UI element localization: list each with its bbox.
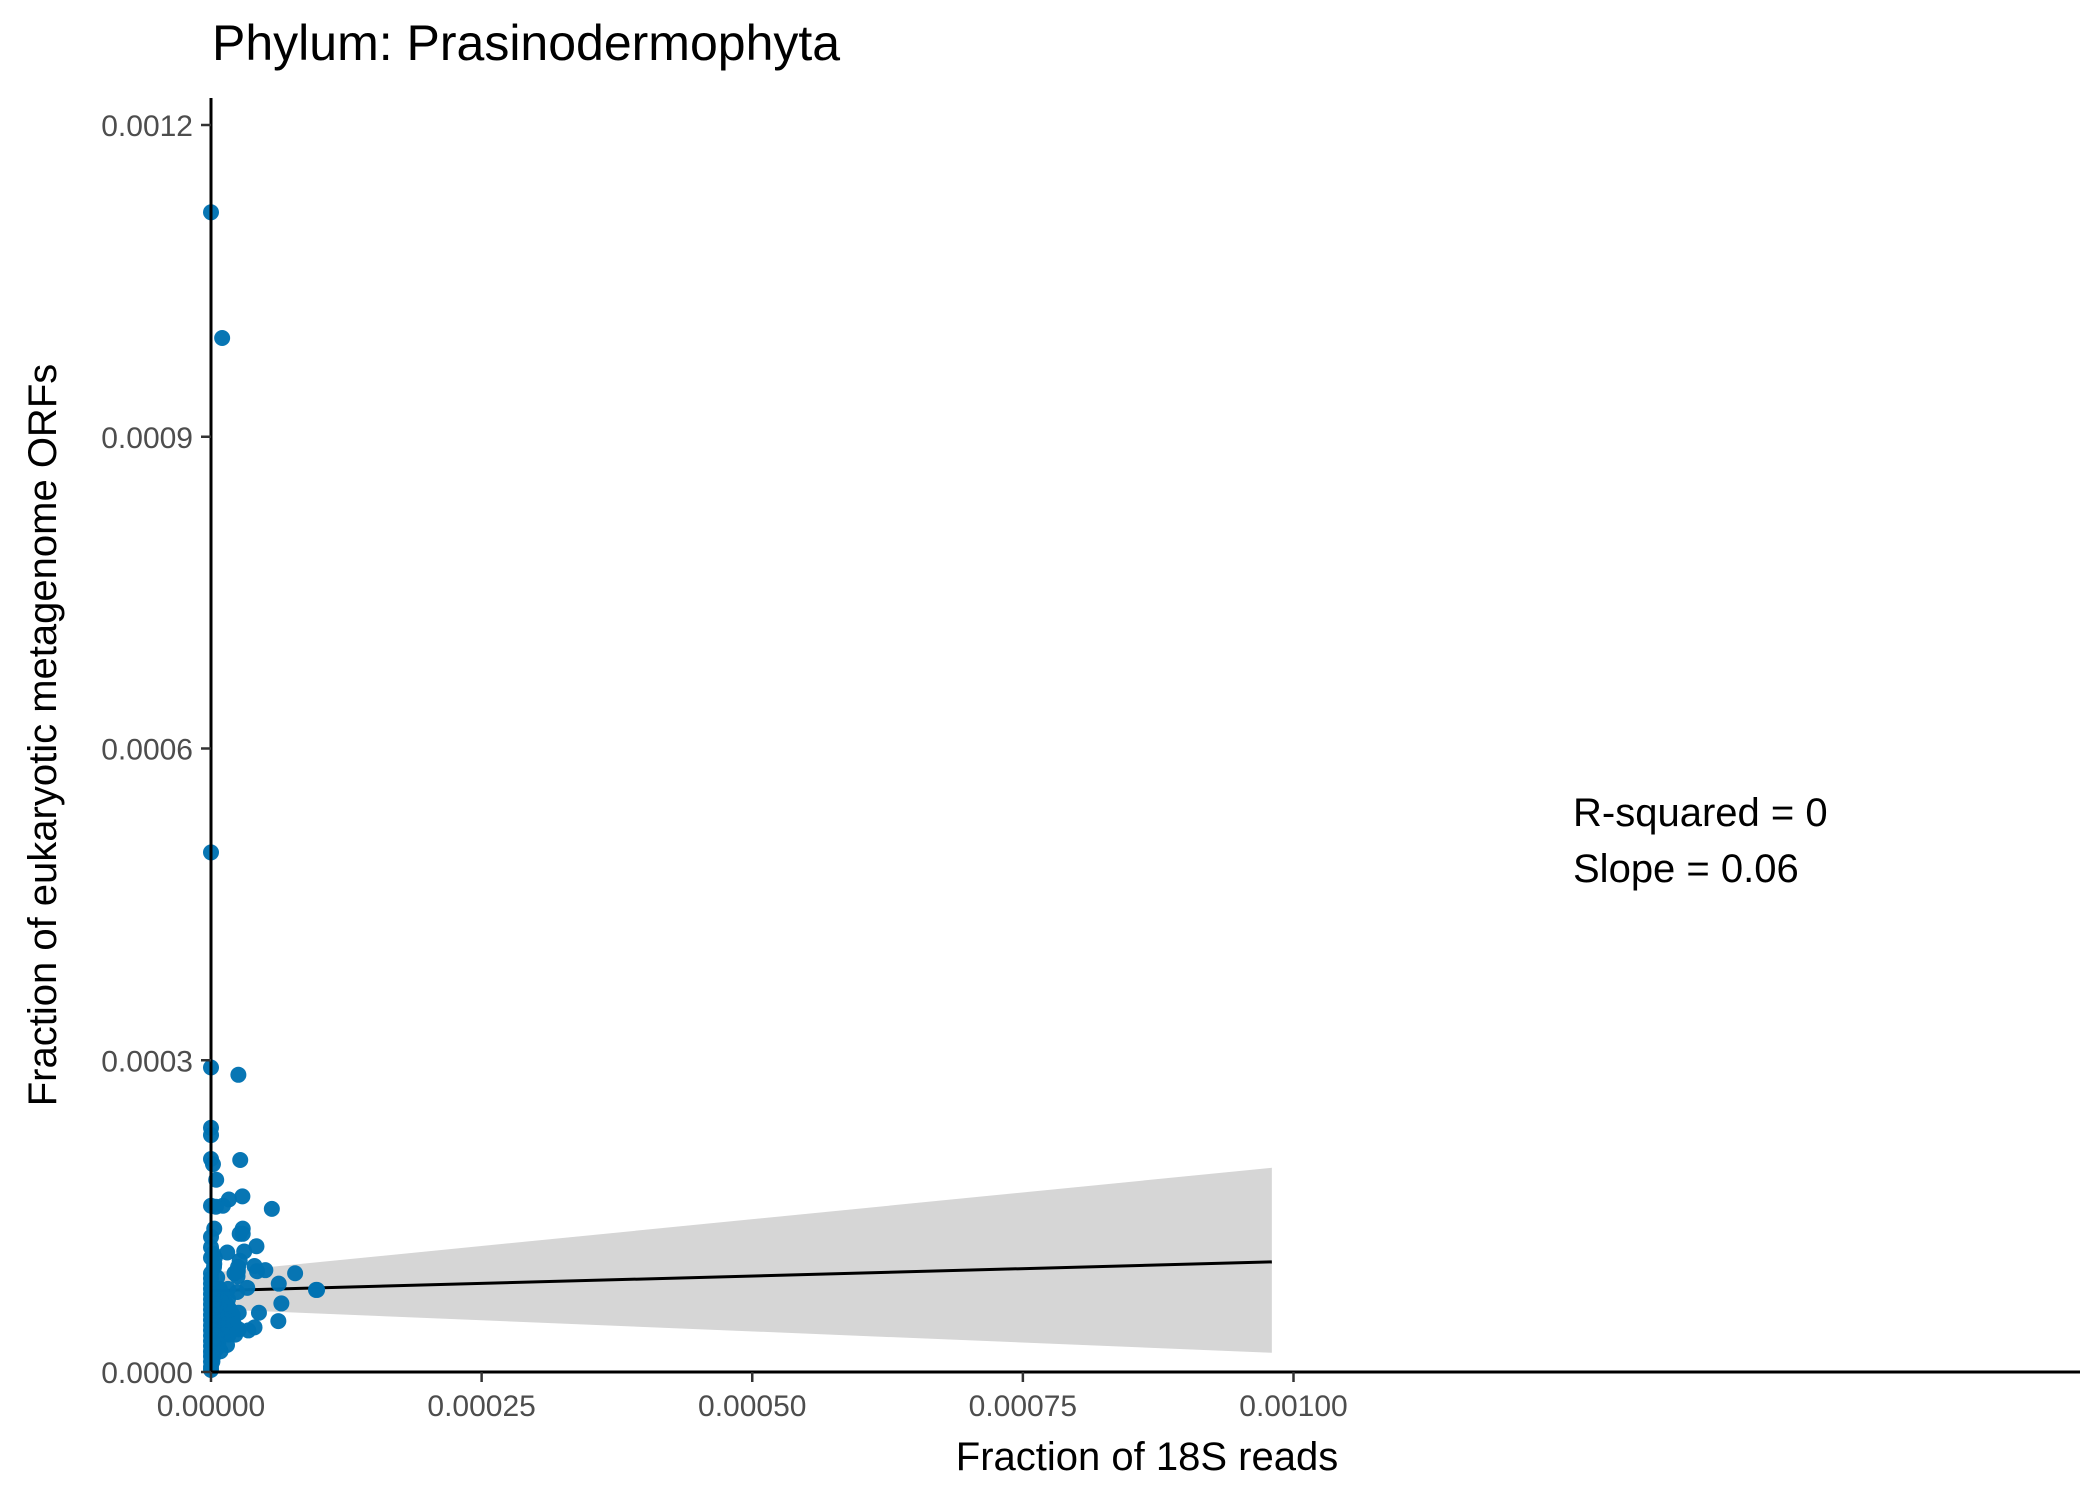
data-point — [204, 1156, 221, 1173]
data-point — [204, 1245, 221, 1262]
data-point — [206, 1220, 223, 1237]
data-point — [270, 1313, 287, 1330]
x-tick-label: 0.00050 — [698, 1390, 806, 1423]
fit-line-layer — [210, 1260, 1272, 1293]
annotation-slope: Slope = 0.06 — [1573, 847, 1799, 891]
y-tick-label: 0.0012 — [101, 110, 193, 143]
chart-title: Phylum: Prasinodermophyta — [212, 15, 840, 71]
y-tick-label: 0.0003 — [101, 1045, 193, 1078]
x-ticks: 0.00000 0.00025 0.00050 0.00075 0.00100 — [157, 1372, 1348, 1423]
x-tick-label: 0.00000 — [157, 1390, 265, 1423]
data-point — [287, 1265, 304, 1282]
data-point — [270, 1275, 287, 1292]
data-point — [273, 1295, 290, 1312]
y-tick-label: 0.0006 — [101, 734, 193, 767]
x-tick-label: 0.00100 — [1239, 1390, 1347, 1423]
data-point — [214, 330, 231, 347]
data-point — [257, 1262, 274, 1279]
y-axis-title: Fraction of eukaryotic metagenome ORFs — [21, 364, 65, 1107]
data-point — [232, 1152, 249, 1169]
confidence-band — [211, 1167, 1272, 1353]
data-point — [219, 1244, 236, 1261]
data-point — [239, 1279, 256, 1296]
annotation-r-squared: R-squared = 0 — [1573, 791, 1828, 835]
data-point — [234, 1188, 251, 1205]
data-point — [250, 1304, 267, 1321]
x-axis-title: Fraction of 18S reads — [956, 1435, 1338, 1479]
x-tick-label: 0.00075 — [969, 1390, 1077, 1423]
confidence-band-layer — [211, 1167, 1272, 1353]
y-ticks: 0.0000 0.0003 0.0006 0.0009 0.0012 — [101, 110, 211, 1390]
data-point — [231, 1225, 248, 1242]
y-tick-label: 0.0000 — [101, 1357, 193, 1390]
data-point — [248, 1238, 265, 1255]
fit-line — [210, 1260, 1272, 1293]
x-tick-label: 0.00025 — [427, 1390, 535, 1423]
data-point — [230, 1066, 247, 1083]
y-tick-label: 0.0009 — [101, 422, 193, 455]
data-point — [309, 1281, 326, 1298]
data-point — [263, 1200, 280, 1217]
data-point — [226, 1265, 243, 1282]
points-layer — [203, 204, 326, 1378]
data-point — [246, 1319, 263, 1336]
